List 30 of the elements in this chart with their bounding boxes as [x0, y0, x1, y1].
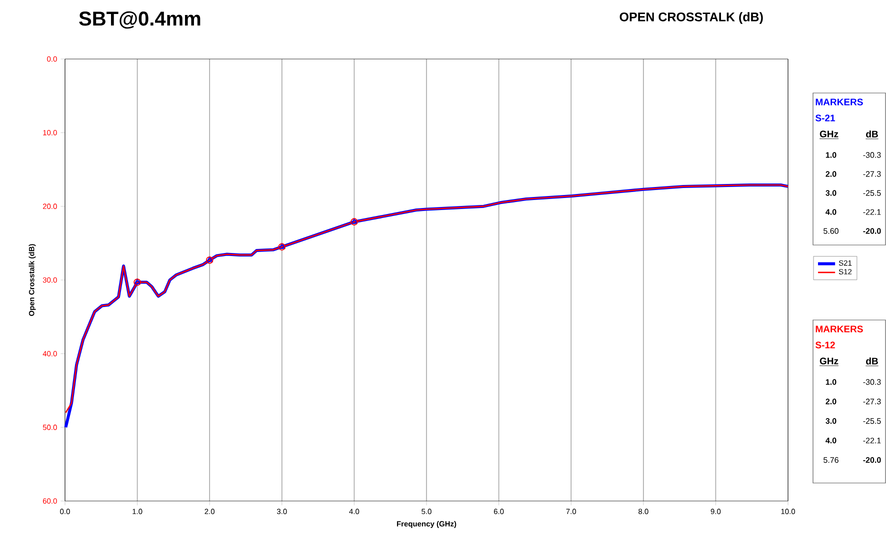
text: 4.0 [826, 438, 836, 444]
text: -30.3 [863, 152, 881, 158]
text: 3.0 [826, 190, 836, 196]
text: 1.0 [826, 152, 836, 158]
text: -22.1 [863, 438, 881, 444]
text: dB [866, 130, 878, 138]
text: -22.1 [863, 209, 881, 215]
text: 5.76 [824, 457, 838, 463]
text: MARKERS [816, 326, 863, 332]
text: -25.5 [863, 190, 881, 196]
text: S-12 [815, 342, 835, 348]
text: -20.0 [863, 228, 881, 234]
text: dB [866, 358, 878, 364]
text: -27.3 [863, 171, 881, 177]
text: -27.3 [863, 398, 881, 404]
text: -20.0 [863, 457, 881, 463]
chart-subtitle: OPEN CROSSTALK (dB) [620, 12, 763, 24]
text: 4.0 [826, 209, 836, 215]
text: GHz [820, 358, 838, 364]
text: -25.5 [863, 418, 881, 424]
text: 2.0 [826, 171, 836, 177]
text: 2.0 [826, 398, 836, 404]
text: GHz [820, 130, 838, 138]
text: S-21 [815, 114, 836, 122]
text: 1.0 [826, 379, 836, 385]
text: 5.60 [824, 228, 838, 234]
chart-title: SBT@0.4mm [79, 11, 200, 29]
text: MARKERS [816, 98, 863, 106]
text: 3.0 [826, 418, 836, 424]
text: -30.3 [863, 379, 881, 385]
